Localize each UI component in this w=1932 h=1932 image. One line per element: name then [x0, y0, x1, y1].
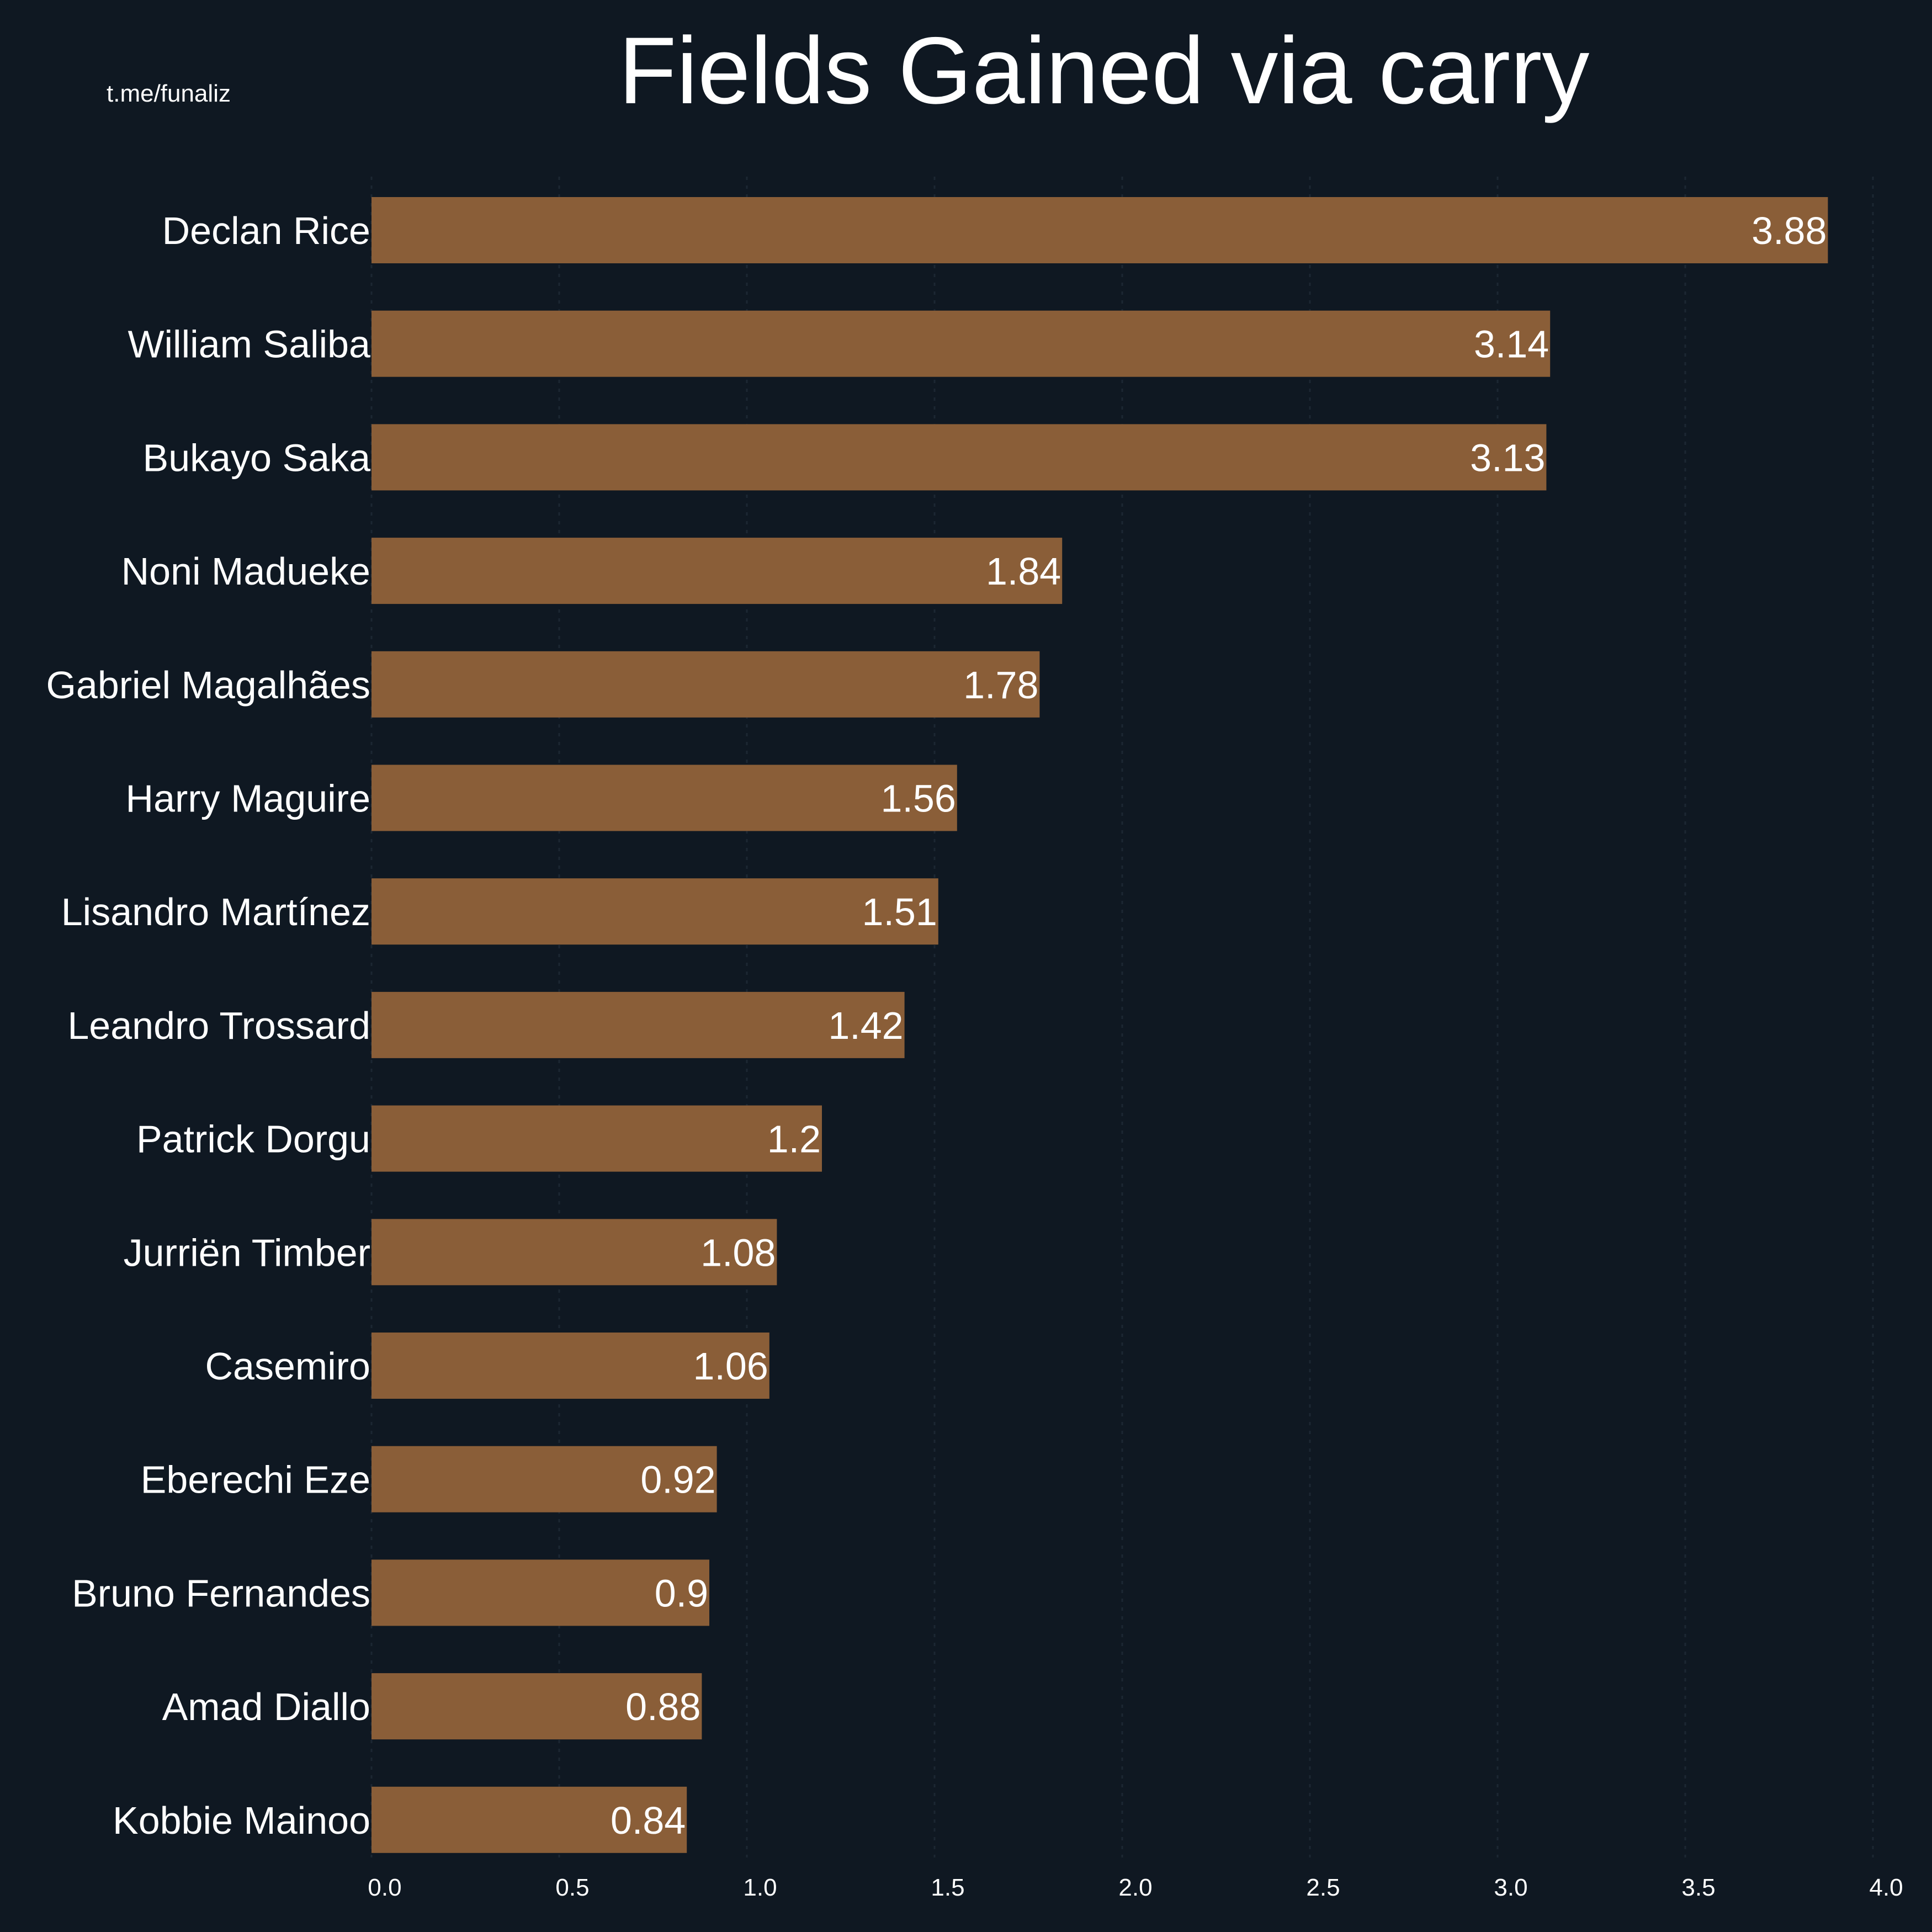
- bar: [371, 1786, 687, 1853]
- category-label: William Saliba: [128, 323, 370, 366]
- x-tick-label: 2.0: [1118, 1874, 1152, 1901]
- category-labels: Declan Rice William Saliba Bukayo Saka Noni…: [46, 209, 370, 1842]
- category-label: Gabriel Magalhães: [46, 664, 370, 707]
- value-label: 1.2: [767, 1118, 821, 1161]
- x-tick-label: 3.5: [1681, 1874, 1715, 1901]
- value-label: 1.08: [700, 1231, 776, 1274]
- watermark: t.me/funaliz: [107, 80, 231, 107]
- value-label: 1.42: [828, 1004, 903, 1047]
- value-label: 3.88: [1751, 209, 1827, 252]
- value-labels: 3.88 3.14 3.13 1.84 1.78 1.56 1.51 1.42 1.2 1.08 1…: [611, 209, 1827, 1842]
- bar: [371, 1673, 702, 1740]
- bar: [371, 1559, 709, 1626]
- chart-title: Fields Gained via carry: [618, 18, 1590, 124]
- x-axis-ticks: 0.0 0.5 1.0 1.5 2.0 2.5 3.0 3.5 4.0: [368, 1874, 1903, 1901]
- category-label: Eberechi Eze: [141, 1458, 370, 1501]
- category-label: Harry Maguire: [126, 777, 370, 820]
- x-tick-label: 4.0: [1869, 1874, 1903, 1901]
- bar: [371, 538, 1063, 604]
- category-label: Patrick Dorgu: [136, 1118, 370, 1161]
- bar: [371, 765, 957, 831]
- value-label: 0.9: [655, 1572, 708, 1615]
- category-label: Noni Madueke: [121, 550, 370, 593]
- value-label: 1.56: [881, 777, 956, 820]
- category-label: Amad Diallo: [162, 1685, 370, 1728]
- value-label: 1.06: [693, 1345, 768, 1388]
- bar: [371, 310, 1551, 377]
- category-label: Lisandro Martínez: [61, 890, 370, 933]
- category-label: Jurriën Timber: [124, 1231, 370, 1274]
- value-label: 1.84: [986, 550, 1061, 593]
- x-tick-label: 1.5: [931, 1874, 964, 1901]
- value-label: 3.14: [1474, 323, 1549, 366]
- value-label: 1.51: [862, 890, 937, 933]
- x-tick-label: 1.0: [743, 1874, 777, 1901]
- category-label: Bukayo Saka: [143, 436, 371, 479]
- category-label: Leandro Trossard: [67, 1004, 370, 1047]
- bar: [371, 424, 1547, 491]
- value-label: 0.92: [640, 1458, 715, 1501]
- value-label: 1.78: [963, 664, 1038, 707]
- category-label: Declan Rice: [162, 209, 370, 252]
- value-label: 0.88: [625, 1685, 700, 1728]
- bar: [371, 1219, 777, 1286]
- bar: [371, 991, 905, 1058]
- x-tick-label: 0.5: [555, 1874, 589, 1901]
- bar: [371, 1333, 769, 1399]
- bar: [371, 197, 1828, 263]
- category-label: Bruno Fernandes: [72, 1572, 370, 1615]
- x-tick-label: 0.0: [368, 1874, 401, 1901]
- bar: [371, 651, 1040, 718]
- category-label: Kobbie Mainoo: [113, 1799, 370, 1842]
- value-label: 0.84: [611, 1799, 686, 1842]
- value-label: 3.13: [1470, 436, 1545, 479]
- bar: [371, 1446, 717, 1512]
- x-tick-label: 3.0: [1494, 1874, 1527, 1901]
- x-tick-label: 2.5: [1306, 1874, 1340, 1901]
- category-label: Casemiro: [205, 1345, 370, 1388]
- bar: [371, 878, 938, 945]
- bars-layer: [371, 197, 1828, 1853]
- bar: [371, 1105, 822, 1172]
